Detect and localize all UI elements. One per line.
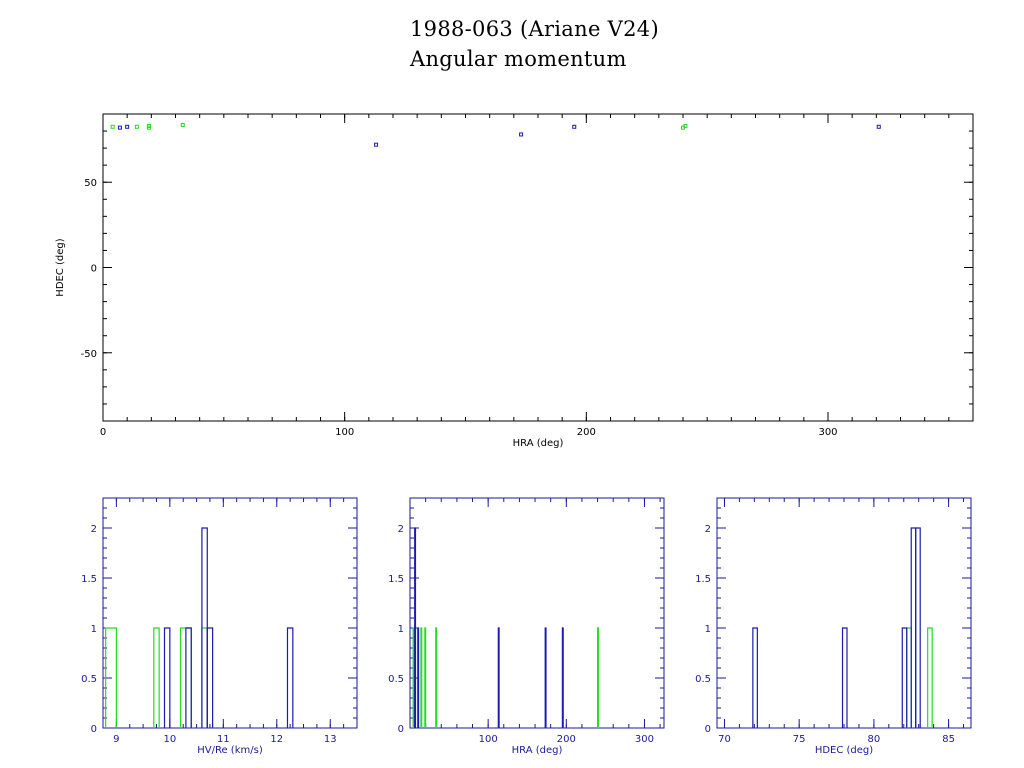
x-tick-label: 10 [163, 734, 176, 745]
y-tick-label: 0 [398, 724, 404, 735]
x-tick-label: 70 [718, 734, 731, 745]
figure-title-block: 1988-063 (Ariane V24) Angular momentum [410, 14, 659, 74]
x-tick-label: 100 [479, 734, 498, 745]
histogram-bar [906, 627, 912, 728]
hist-hdec: 70 75 80 85 0 0.5 1 1.5 2 HDEC (deg) [695, 497, 972, 756]
histogram-bar [414, 527, 417, 728]
histogram-bar [927, 627, 933, 728]
histogram-bar [201, 627, 208, 728]
histogram-bar [497, 627, 500, 728]
histogram-bar [417, 627, 420, 728]
plot-frame [409, 497, 665, 729]
y-tick-label: 0 [705, 724, 711, 735]
data-point [146, 123, 151, 128]
data-point [572, 124, 577, 129]
histogram-bar [105, 627, 117, 728]
plot-frame [102, 497, 358, 729]
histogram-bar [910, 527, 917, 728]
histogram-bar [412, 627, 415, 728]
hist-speed: 9 10 11 12 13 0 0.5 1 1.5 2 HV/Re (km/s) [81, 497, 358, 756]
y-tick-label: 50 [84, 178, 97, 189]
histogram-bar [153, 627, 160, 728]
plot-frame [102, 113, 974, 422]
y-tick-label: 0.5 [695, 674, 711, 685]
y-tick-label: 0.5 [388, 674, 404, 685]
histogram-bar [435, 627, 438, 728]
histogram-bar [424, 627, 427, 728]
data-point [117, 125, 122, 130]
x-tick-label: 300 [635, 734, 654, 745]
x-tick-label: 13 [324, 734, 337, 745]
data-point [374, 142, 379, 147]
data-point [876, 124, 881, 129]
x-axis-label: HRA (deg) [513, 438, 564, 449]
data-point [125, 124, 130, 129]
histogram-bar [206, 627, 214, 728]
y-tick-label: -50 [81, 349, 97, 360]
y-tick-label: 1 [398, 624, 404, 635]
figure-title: 1988-063 (Ariane V24) [410, 17, 659, 41]
x-tick-label: 100 [335, 427, 354, 438]
y-tick-label: 2 [91, 524, 97, 535]
y-tick-label: 0 [91, 724, 97, 735]
data-point [134, 124, 139, 129]
histogram-bar [561, 627, 564, 728]
x-tick-label: 300 [818, 427, 837, 438]
y-tick-label: 1 [91, 624, 97, 635]
y-tick-label: 1.5 [81, 574, 97, 585]
histogram-bar [185, 627, 192, 728]
histogram-bar [596, 627, 599, 728]
y-tick-label: 0 [91, 264, 97, 275]
x-tick-label: 0 [100, 427, 106, 438]
histogram-bar [420, 627, 423, 728]
y-tick-label: 1.5 [388, 574, 404, 585]
scatter-plot: 0 100 200 300 -50 0 50 HRA (deg) HDEC (deg) [55, 113, 974, 449]
histogram-bar [901, 627, 908, 728]
histogram-bar [163, 627, 171, 728]
x-axis-label: HRA (deg) [512, 745, 563, 756]
x-tick-label: 9 [113, 734, 119, 745]
data-point [110, 124, 115, 129]
figure-subtitle: Angular momentum [410, 47, 627, 71]
histogram-bar [286, 627, 294, 728]
data-point [519, 132, 524, 137]
data-point [180, 123, 185, 128]
histogram-bar [544, 627, 547, 728]
data-point [683, 123, 688, 128]
y-tick-label: 2 [398, 524, 404, 535]
y-tick-label: 2 [705, 524, 711, 535]
x-tick-label: 11 [217, 734, 230, 745]
histogram-bar [752, 627, 758, 728]
x-axis-label: HV/Re (km/s) [197, 745, 263, 756]
x-tick-label: 75 [793, 734, 806, 745]
histogram-bar [841, 627, 848, 728]
plot-frame [716, 497, 972, 729]
y-tick-label: 1 [705, 624, 711, 635]
y-axis-label: HDEC (deg) [55, 238, 66, 296]
x-tick-label: 200 [577, 427, 596, 438]
y-tick-label: 1.5 [695, 574, 711, 585]
x-tick-label: 80 [868, 734, 881, 745]
y-tick-label: 0.5 [81, 674, 97, 685]
hist-hra: 100 200 300 0 0.5 1 1.5 2 HRA (deg) [388, 497, 665, 756]
histogram-bar [915, 527, 921, 728]
x-tick-label: 200 [557, 734, 576, 745]
x-tick-label: 85 [942, 734, 955, 745]
x-tick-label: 12 [270, 734, 283, 745]
x-axis-label: HDEC (deg) [815, 745, 873, 756]
